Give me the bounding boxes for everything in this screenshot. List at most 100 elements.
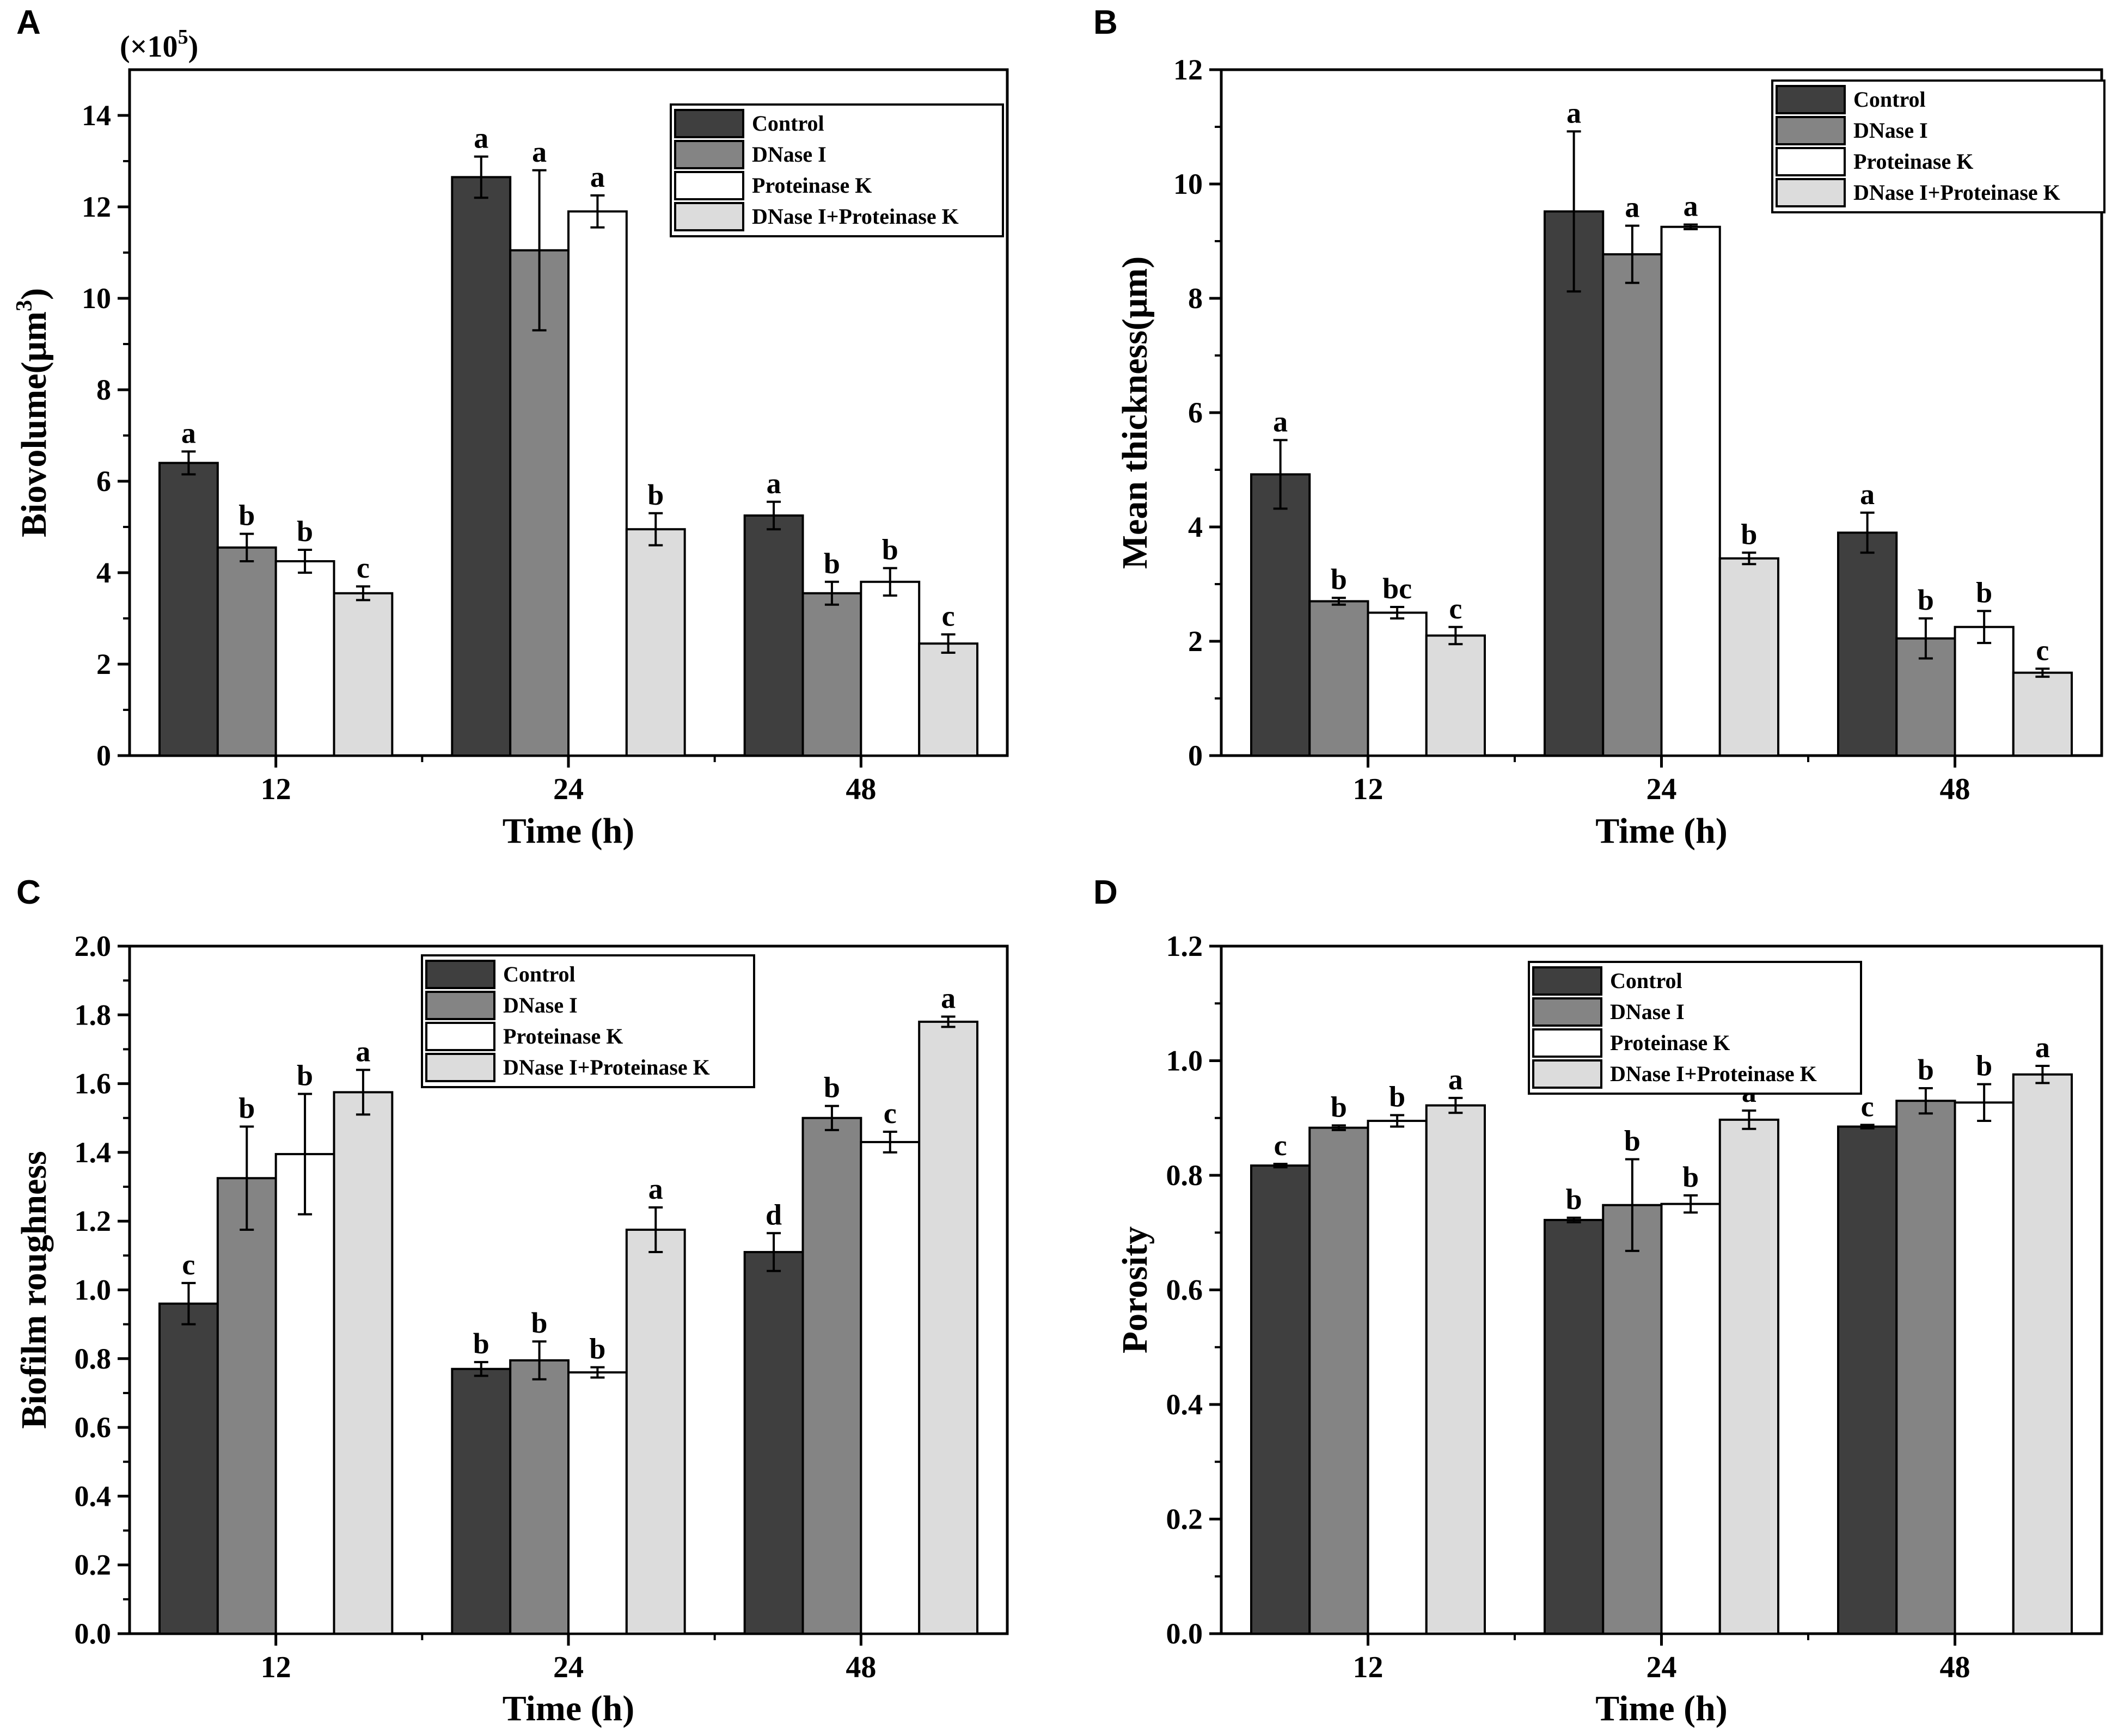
y-axis-title: Biovolume(μm3) (12, 288, 54, 537)
y-tick-label: 0.4 (1166, 1388, 1203, 1421)
legend-swatch-dnase-i-proteinase-k (425, 1053, 495, 1082)
y-tick-label: 14 (82, 99, 111, 132)
bar-control-48h (1837, 531, 1898, 757)
significance-letter: a (941, 982, 956, 1014)
significance-letter: a (181, 416, 196, 449)
y-tick-label: 1.8 (75, 998, 112, 1031)
significance-letter: a (590, 161, 605, 193)
bar-dnase-i-48h (801, 592, 862, 757)
significance-letter: c (1861, 1090, 1874, 1122)
bar-dnase-i-24h (509, 1359, 570, 1635)
bar-control-24h (451, 176, 512, 757)
significance-letter: b (1682, 1161, 1699, 1193)
x-tick-label: 48 (846, 1651, 876, 1684)
legend-swatch-dnase-i (425, 991, 495, 1020)
y-tick-label: 0.4 (75, 1480, 112, 1512)
significance-letter: a (474, 122, 488, 155)
bar-dnase-i-proteinase-k-12h (1425, 634, 1486, 757)
y-tick-label: 1.2 (1166, 930, 1203, 962)
y-tick-label: 0.0 (75, 1617, 112, 1650)
bar-control-12h (1250, 1164, 1311, 1635)
legend-label-proteinase-k: Proteinase K (752, 173, 872, 198)
y-tick-label: 1.0 (75, 1274, 112, 1306)
legend-label-dnase-i: DNase I (503, 993, 578, 1017)
legend-swatch-dnase-i-proteinase-k (1532, 1059, 1602, 1089)
significance-letter: a (1273, 405, 1288, 438)
y-axis-title-close: ) (14, 288, 54, 300)
x-tick-label: 12 (1353, 1651, 1384, 1684)
y-tick-label: 2.0 (75, 930, 112, 962)
x-axis-title: Time (h) (1595, 811, 1728, 851)
bar-dnase-i-proteinase-k-48h (918, 642, 978, 757)
significance-letter: b (1389, 1080, 1405, 1113)
legend-swatch-proteinase-k (425, 1022, 495, 1051)
panel-label: A (16, 4, 41, 41)
bar-dnase-i-proteinase-k-24h (1718, 557, 1779, 757)
y-tick-label: 4 (96, 556, 111, 589)
significance-letter: c (2036, 634, 2049, 666)
significance-letter: c (884, 1097, 897, 1130)
significance-letter: c (182, 1248, 195, 1281)
legend-swatch-dnase-i (1776, 116, 1846, 145)
x-tick-label: 24 (1646, 772, 1677, 806)
bar-dnase-i-12h (1308, 600, 1369, 757)
significance-letter: b (1566, 1183, 1582, 1216)
bar-proteinase-k-48h (1954, 625, 2015, 757)
bar-proteinase-k-24h (1660, 225, 1721, 757)
legend-swatch-control (1776, 85, 1846, 114)
panel-label: C (16, 874, 41, 911)
bar-dnase-i-proteinase-k-48h (918, 1020, 978, 1635)
x-tick-label: 48 (846, 772, 876, 806)
legend-label-control: Control (503, 962, 576, 986)
y-axis-title-text: Biofilm roughness (14, 1151, 54, 1428)
legend-label-dnase-i: DNase I (752, 142, 827, 167)
y-tick-label: 0.0 (1166, 1617, 1203, 1650)
bar-proteinase-k-24h (567, 1371, 628, 1635)
y-tick-label: 1.0 (1166, 1045, 1203, 1077)
legend: Control DNase I Proteinase K DNase I+Protei… (670, 103, 1004, 237)
bar-control-24h (451, 1367, 512, 1635)
bar-control-12h (158, 462, 219, 757)
significance-letter: b (589, 1333, 605, 1365)
bar-dnase-i-12h (1308, 1126, 1369, 1635)
significance-letter: c (942, 599, 955, 632)
significance-letter: a (1625, 191, 1639, 224)
x-tick-label: 24 (553, 772, 584, 806)
legend-label-proteinase-k: Proteinase K (1610, 1030, 1730, 1055)
significance-letter: b (297, 515, 313, 548)
bar-control-24h (1544, 1219, 1605, 1635)
bar-dnase-i-proteinase-k-12h (333, 1091, 394, 1635)
legend-label-dnase-i-proteinase-k: DNase I+Proteinase K (752, 204, 959, 229)
legend-label-control: Control (1853, 87, 1926, 112)
y-axis-title-text: Mean thickness(μm) (1115, 256, 1155, 569)
y-tick-label: 12 (82, 191, 111, 223)
x-tick-label: 48 (1940, 772, 1970, 806)
bar-control-12h (158, 1302, 219, 1635)
significance-letter: bc (1382, 572, 1412, 605)
significance-letter: c (1274, 1129, 1287, 1162)
y-tick-label: 12 (1173, 53, 1203, 86)
significance-letter: a (532, 136, 547, 168)
y-tick-label: 0 (96, 739, 111, 772)
legend-label-dnase-i-proteinase-k: DNase I+Proteinase K (1610, 1062, 1817, 1086)
bar-dnase-i-proteinase-k-24h (625, 1228, 686, 1635)
legend-label-dnase-i-proteinase-k: DNase I+Proteinase K (1853, 180, 2060, 205)
chart-panel-c: C 0.0 0.2 0.4 0.6 0.8 1.0 1.2 1.4 1.6 1.8 2.0 12 24 48… (14, 874, 1009, 1728)
y-tick-label: 2 (96, 648, 111, 680)
x-tick-label: 12 (261, 1651, 291, 1684)
significance-letter: b (238, 499, 255, 532)
y-axis-title-sup: 3 (12, 300, 37, 311)
y-tick-label: 8 (96, 373, 111, 406)
legend-swatch-control (1532, 966, 1602, 996)
significance-letter: b (1976, 576, 1992, 609)
legend-label-control: Control (752, 111, 824, 136)
panel-label: B (1093, 4, 1118, 41)
bar-control-24h (1544, 210, 1605, 757)
y-tick-label: 10 (82, 282, 111, 315)
x-tick-label: 12 (261, 772, 291, 806)
y-axis-title-text: Biovolume(μm (14, 311, 54, 537)
y-tick-label: 0.8 (75, 1342, 112, 1375)
bar-proteinase-k-12h (274, 1153, 335, 1635)
significance-letter: b (1918, 584, 1934, 616)
legend-label-control: Control (1610, 968, 1682, 993)
